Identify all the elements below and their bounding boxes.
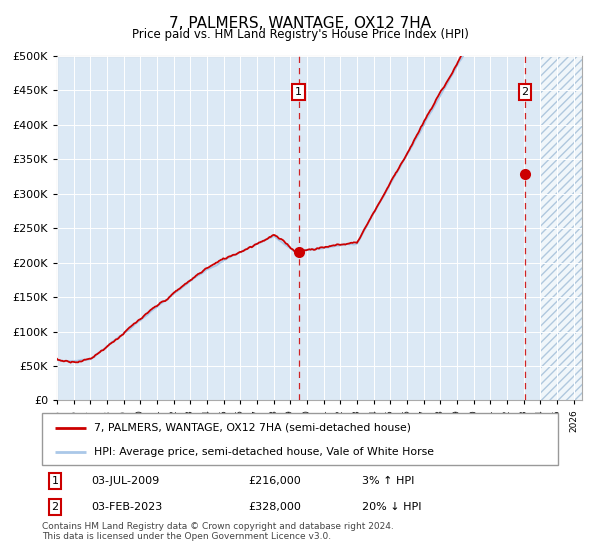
Text: 7, PALMERS, WANTAGE, OX12 7HA: 7, PALMERS, WANTAGE, OX12 7HA [169, 16, 431, 31]
Text: Contains HM Land Registry data © Crown copyright and database right 2024.
This d: Contains HM Land Registry data © Crown c… [42, 522, 394, 542]
Text: 03-JUL-2009: 03-JUL-2009 [91, 476, 159, 486]
Text: Price paid vs. HM Land Registry's House Price Index (HPI): Price paid vs. HM Land Registry's House … [131, 28, 469, 41]
Text: 03-FEB-2023: 03-FEB-2023 [91, 502, 162, 512]
Text: 2: 2 [521, 87, 529, 97]
Text: 1: 1 [52, 476, 58, 486]
Bar [541, 56, 582, 400]
Bar [541, 56, 582, 400]
Text: HPI: Average price, semi-detached house, Vale of White Horse: HPI: Average price, semi-detached house,… [94, 447, 434, 457]
Text: 20% ↓ HPI: 20% ↓ HPI [362, 502, 421, 512]
Text: 7, PALMERS, WANTAGE, OX12 7HA (semi-detached house): 7, PALMERS, WANTAGE, OX12 7HA (semi-deta… [94, 423, 410, 433]
Text: 3% ↑ HPI: 3% ↑ HPI [362, 476, 414, 486]
Text: £216,000: £216,000 [248, 476, 301, 486]
Text: 1: 1 [295, 87, 302, 97]
Text: £328,000: £328,000 [248, 502, 301, 512]
Text: 2: 2 [52, 502, 58, 512]
